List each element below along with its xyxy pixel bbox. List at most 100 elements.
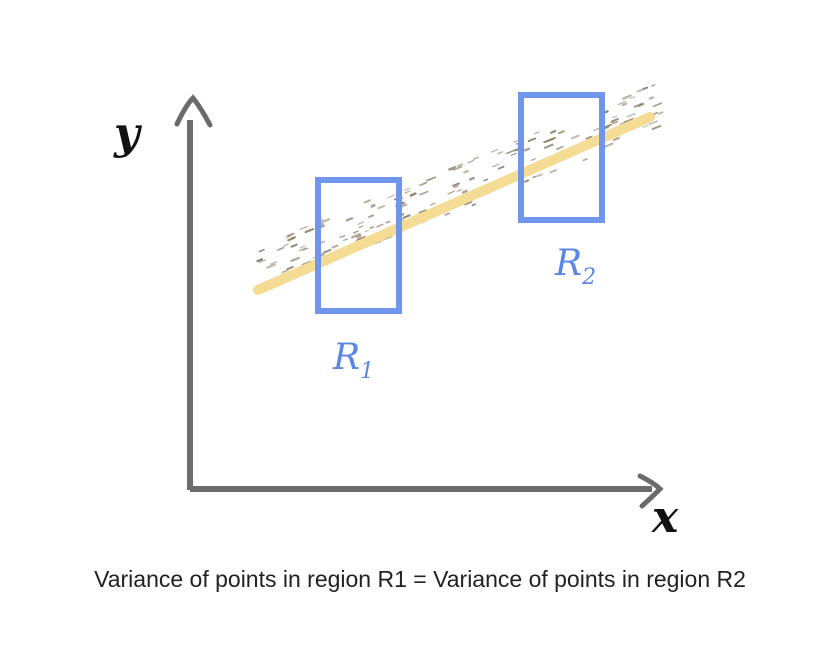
scatter-point (648, 120, 658, 125)
scatter-point (453, 185, 459, 189)
scatter-point (549, 169, 558, 174)
scatter-point (331, 244, 339, 249)
scatter-point (642, 124, 649, 128)
scatter-point (447, 190, 455, 195)
scatter-point (418, 209, 427, 214)
y-axis (174, 94, 213, 490)
regression-line (253, 112, 655, 295)
scatter-point (358, 225, 364, 229)
scatter-point (402, 214, 411, 219)
scatter-point (612, 115, 618, 119)
scatter-point (610, 120, 615, 124)
scatter-point (285, 235, 291, 239)
scatter-point (299, 226, 308, 230)
region-r2-box (518, 92, 605, 223)
scatter-point (536, 173, 543, 177)
scatter-point (419, 190, 429, 196)
scatter-point (524, 179, 530, 183)
scatter-point (506, 149, 516, 155)
scatter-point (370, 204, 376, 208)
scatter-point (302, 247, 309, 251)
scatter-point (483, 178, 489, 182)
x-axis-label: x (651, 492, 679, 543)
scatter-point (582, 158, 588, 162)
scatter-point (658, 111, 664, 115)
y-axis-arrowhead (174, 94, 213, 128)
scatter-point (464, 201, 473, 206)
scatter-point (444, 212, 451, 216)
scatter-point (387, 194, 396, 199)
scatter-point (287, 232, 295, 237)
scatter-point (490, 149, 499, 153)
scatter-point (633, 102, 644, 108)
scatter-point (629, 96, 636, 100)
scatter-point (467, 160, 474, 164)
scatter-point (429, 202, 436, 206)
scatter-point (343, 238, 348, 242)
scatter-point (286, 265, 294, 270)
scatter-point (463, 170, 469, 174)
scatter-point (527, 137, 537, 143)
scatter-point (461, 189, 468, 194)
scatter-point (530, 158, 536, 162)
scatter-point (375, 240, 382, 245)
scatter-point (555, 145, 564, 151)
scatter-point (642, 86, 648, 90)
region-r2: R2 (518, 92, 605, 290)
scatter-point (452, 182, 460, 187)
scatter-point (651, 84, 656, 87)
scatter-point (370, 203, 376, 207)
scatter-point (524, 147, 531, 152)
scatter-point (603, 142, 614, 148)
scatter-point (558, 130, 565, 135)
scatter-point (364, 229, 369, 233)
scatter-point (304, 228, 315, 234)
scatter-point (352, 230, 359, 234)
caption: Variance of points in region R1 = Varian… (94, 566, 746, 592)
y-axis-label: y (113, 108, 143, 159)
scatter-point (456, 163, 464, 167)
scatter-point (621, 102, 628, 107)
scatter-point (290, 243, 298, 248)
scatter-point (593, 127, 600, 132)
scatter-point (513, 140, 518, 143)
scatter-point (617, 100, 627, 106)
scatter-point (319, 218, 331, 224)
scatter-point (471, 203, 477, 207)
scatter-point (404, 190, 411, 194)
scatter-point (612, 136, 620, 142)
scatter-point (283, 243, 289, 247)
region-r2-label: R2 (554, 243, 596, 290)
scatter-point (369, 226, 374, 229)
scatter-point (452, 165, 463, 171)
scatter-point (570, 134, 580, 140)
scatter-point (612, 121, 619, 125)
x-axis-arrowhead (637, 473, 664, 509)
scatter-point (357, 235, 366, 240)
scatter-point (298, 247, 307, 252)
scatter-point (611, 118, 619, 123)
scatter-point (291, 236, 296, 240)
scatter-point (543, 138, 554, 144)
scatter-point (322, 248, 332, 254)
scatter-point (549, 129, 557, 134)
scatter-point (277, 246, 285, 251)
scatter-point (345, 217, 354, 222)
scatter-point (472, 156, 479, 160)
scatter-point (281, 269, 289, 274)
regression-diagram: y x R1 R2 (113, 84, 679, 543)
scatter-point (652, 102, 663, 108)
scatter-point (290, 256, 300, 263)
scatter-point (320, 225, 326, 229)
scatter-point (622, 94, 632, 100)
scatter-point (339, 235, 346, 238)
scatter-point (377, 205, 386, 210)
scatter-point (532, 175, 537, 179)
scatter-point (419, 181, 428, 187)
scatter-point (426, 176, 437, 182)
scatter-point (376, 223, 384, 228)
scatter-point (403, 187, 411, 192)
scatter-point (258, 248, 265, 253)
scatter-point (368, 214, 375, 218)
scatter-point (256, 258, 263, 263)
